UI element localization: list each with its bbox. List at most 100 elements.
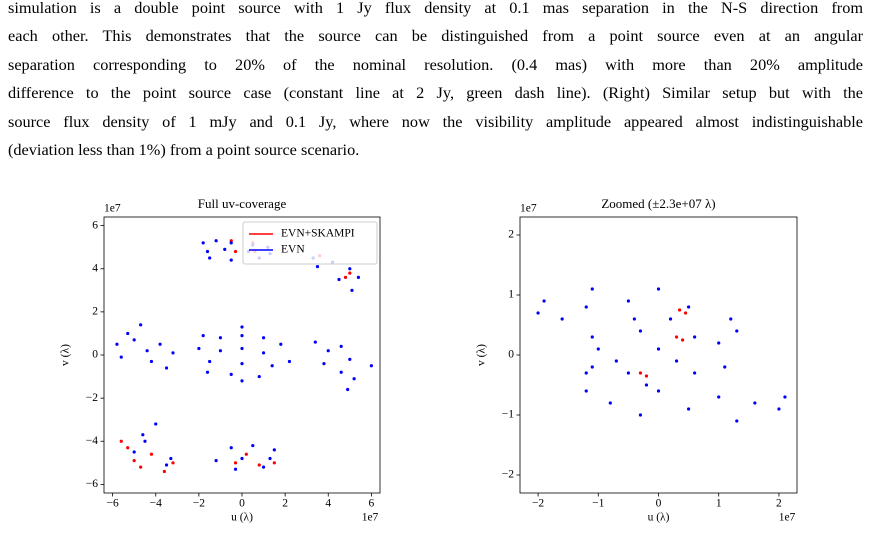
uv-point — [229, 258, 233, 262]
uv-point — [240, 333, 244, 338]
text-line: separation corresponding to 20% of the n… — [8, 54, 863, 74]
x-tick-label: 4 — [325, 498, 331, 510]
uv-point — [158, 342, 162, 346]
uv-point — [162, 469, 166, 474]
y-offset: 1e7 — [520, 203, 537, 215]
x-tick-label: 0 — [656, 498, 662, 510]
uv-point — [614, 359, 618, 363]
legend-label: EVN+SKAMPI — [281, 228, 355, 240]
uv-point — [536, 311, 540, 315]
uv-point — [608, 401, 612, 405]
uv-point — [132, 338, 136, 342]
uv-point — [584, 371, 588, 375]
uv-point — [687, 407, 691, 411]
uv-point — [584, 305, 588, 309]
uv-point — [141, 433, 145, 437]
uv-point — [229, 372, 233, 377]
uv-point — [205, 370, 210, 374]
uv-point — [590, 335, 594, 339]
uv-point — [348, 271, 352, 275]
uv-point — [656, 347, 661, 351]
uv-point — [154, 422, 158, 426]
uv-point — [229, 241, 233, 245]
x-tick-label: −1 — [592, 498, 604, 510]
uv-point — [223, 247, 227, 251]
text-line: simulation is a double point source with… — [8, 0, 863, 17]
uv-point — [315, 264, 320, 269]
uv-point — [261, 351, 266, 355]
uv-point — [638, 329, 643, 333]
uv-point — [656, 389, 661, 393]
uv-point — [229, 446, 233, 450]
y-tick-label: 1 — [508, 289, 514, 301]
paragraph: simulation is a double point source with… — [8, 0, 863, 164]
uv-point — [233, 467, 238, 471]
uv-point — [677, 308, 682, 312]
uv-point — [208, 256, 212, 260]
uv-point — [350, 288, 354, 292]
uv-point — [214, 459, 218, 463]
uv-point — [214, 239, 218, 243]
uv-point — [343, 275, 348, 279]
uv-point — [145, 349, 149, 353]
y-tick-label: 0 — [92, 349, 98, 361]
uv-point — [656, 287, 661, 291]
uv-point — [240, 346, 244, 351]
y-tick-label: −1 — [502, 409, 514, 421]
y-tick-label: −2 — [86, 392, 98, 404]
x-tick-label: −2 — [532, 498, 544, 510]
y-tick-label: −6 — [86, 478, 98, 490]
uv-point — [783, 395, 787, 399]
uv-point — [233, 461, 238, 465]
uv-point — [132, 450, 136, 454]
uv-point — [240, 379, 244, 383]
uv-point — [346, 387, 350, 392]
uv-point — [119, 355, 123, 359]
text-line: source flux density of 1 mJy and 0.1 Jy,… — [8, 111, 863, 131]
uv-point — [126, 331, 130, 336]
uv-point — [560, 317, 564, 321]
uv-point — [132, 459, 136, 463]
uv-point — [139, 465, 143, 469]
y-tick-label: 4 — [92, 262, 98, 274]
uv-point — [596, 347, 600, 351]
uv-point — [261, 336, 266, 340]
uv-point — [339, 370, 343, 374]
uv-point — [687, 305, 691, 309]
uv-point — [257, 463, 261, 467]
x-tick-label: 1 — [716, 498, 722, 510]
x-tick-label: 2 — [282, 498, 288, 510]
uv-point — [753, 401, 757, 405]
uv-point — [149, 452, 154, 456]
uv-point — [171, 461, 175, 465]
uv-point — [218, 349, 223, 353]
uv-point — [352, 377, 356, 381]
uv-point — [735, 329, 739, 333]
uv-point — [777, 407, 781, 411]
chart-title: Zoomed (±2.3e+07 λ) — [601, 196, 715, 211]
uv-point — [287, 359, 292, 364]
uv-point — [723, 365, 727, 369]
uv-point — [272, 461, 276, 465]
uv-point — [201, 241, 205, 245]
x-tick-label: 6 — [369, 498, 375, 510]
uv-point — [139, 323, 143, 327]
uv-point — [729, 317, 733, 321]
uv-point — [164, 463, 169, 467]
y-tick-label: −2 — [502, 469, 514, 481]
y-tick-label: 0 — [508, 349, 514, 361]
legend-box — [242, 221, 378, 265]
text-line: difference to the point source case (con… — [8, 83, 863, 103]
y-axis-label: v (λ) — [60, 344, 72, 366]
uv-point — [584, 389, 588, 393]
uv-point — [268, 456, 272, 461]
uv-point — [270, 364, 274, 368]
uv-point — [674, 359, 679, 363]
uv-point — [693, 371, 697, 375]
uv-point — [668, 317, 673, 321]
uv-point — [240, 456, 244, 461]
uv-point — [638, 413, 643, 417]
text-line: (deviation less than 1%) from a point so… — [8, 140, 360, 160]
uv-point — [590, 287, 594, 291]
